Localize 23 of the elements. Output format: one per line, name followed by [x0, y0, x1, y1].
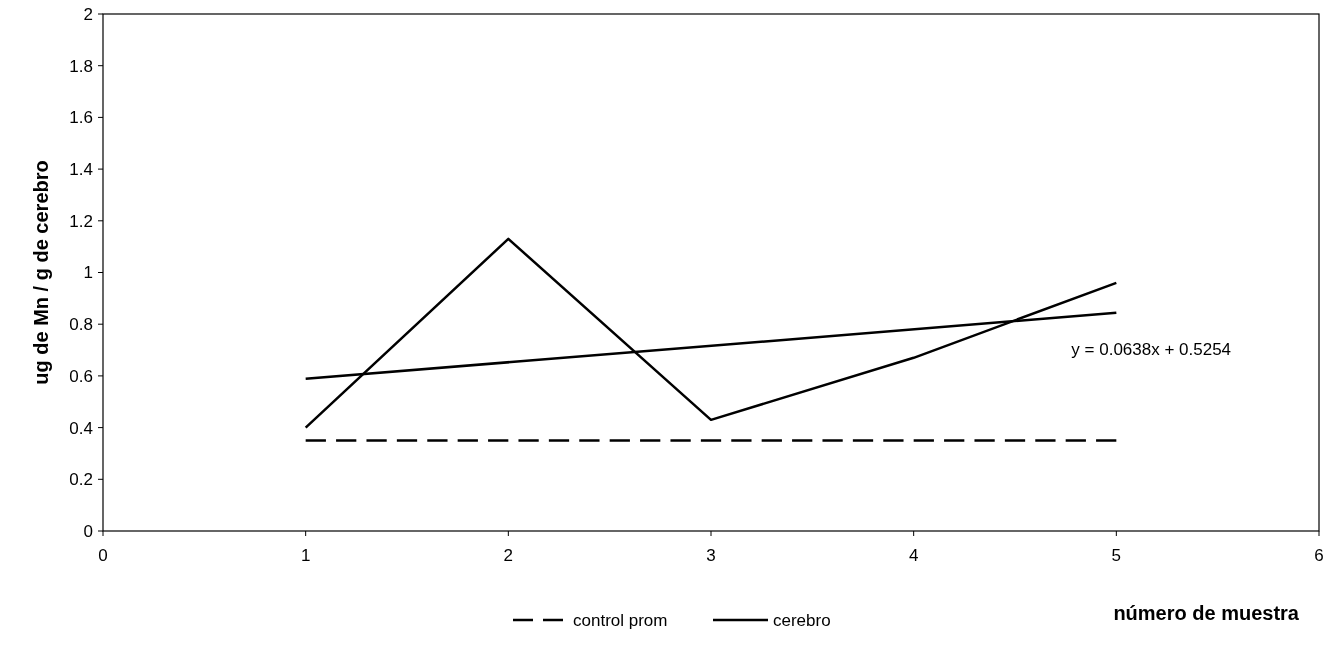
- legend-label: cerebro: [773, 610, 831, 630]
- y-tick-label: 1.6: [69, 108, 93, 128]
- x-tick-label: 6: [1314, 546, 1324, 565]
- y-tick-label: 0.8: [69, 315, 93, 335]
- x-tick-label: 4: [908, 546, 919, 565]
- y-tick-label: 0.6: [69, 366, 93, 386]
- x-tick-label: 5: [1111, 546, 1122, 565]
- y-tick-label: 0.2: [69, 470, 93, 490]
- x-tick-label: 2: [503, 546, 514, 565]
- legend-label: control prom: [573, 610, 668, 630]
- y-tick-label: 1.2: [69, 211, 93, 231]
- y-tick-label: 0.4: [69, 418, 93, 438]
- y-axis-title: ug de Mn / g de cerebro: [30, 160, 52, 385]
- x-tick-label: 1: [300, 546, 311, 565]
- y-tick-label: 0: [83, 521, 93, 541]
- y-tick-label: 1.4: [69, 160, 93, 180]
- x-tick-label: 0: [98, 546, 108, 565]
- annotation: y = 0.0638x + 0.5254: [1071, 339, 1232, 359]
- x-tick-label: 3: [706, 546, 716, 565]
- y-tick-label: 1: [83, 263, 93, 283]
- y-tick-label: 1.8: [69, 56, 93, 76]
- y-tick-label: 2: [83, 4, 93, 24]
- x-axis-title: número de muestra: [1113, 602, 1300, 624]
